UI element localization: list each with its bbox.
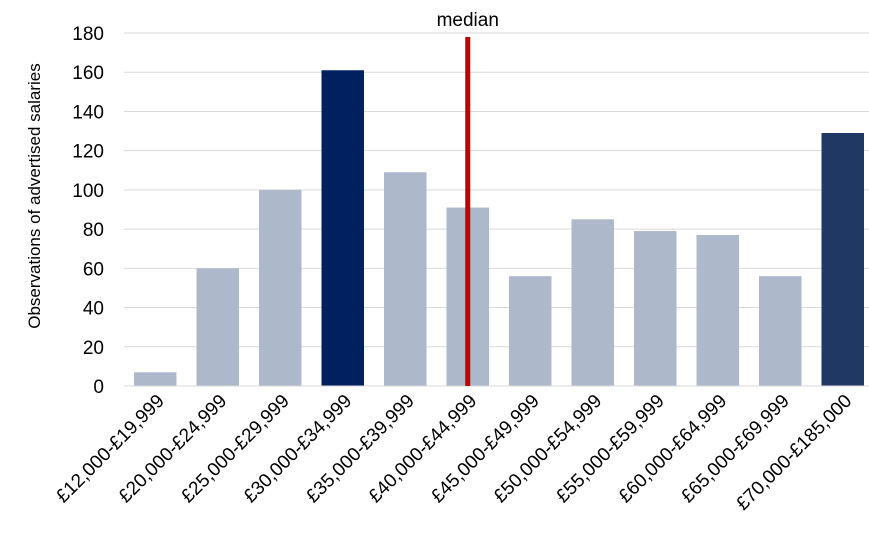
x-tick-label: £20,000-£24,999 [115, 391, 231, 507]
bar [259, 189, 302, 386]
y-tick-label: 60 [83, 259, 104, 280]
x-tick-label: £70,000-£185,000 [732, 391, 856, 515]
y-tick-label: 180 [72, 24, 104, 45]
bars [134, 70, 864, 386]
y-axis-title: Observations of advertised salaries [25, 63, 44, 329]
x-tick-label: £55,000-£59,999 [552, 391, 668, 507]
median-marker: median [437, 10, 499, 386]
y-tick-labels: 0 20 40 60 80 100 120 140 160 180 [72, 24, 104, 398]
x-tick-label: £30,000-£34,999 [240, 391, 356, 507]
y-tick-label: 160 [72, 63, 104, 84]
median-label: median [437, 10, 499, 31]
y-tick-label: 140 [72, 102, 104, 123]
bar [509, 276, 552, 386]
x-tick-label: £40,000-£44,999 [365, 391, 481, 507]
x-tick-label: £45,000-£49,999 [427, 391, 543, 507]
y-tick-label: 0 [93, 377, 104, 398]
bar [196, 268, 239, 386]
x-tick-labels: £12,000-£19,999£20,000-£24,999£25,000-£2… [52, 391, 856, 515]
x-tick-label: £35,000-£39,999 [302, 391, 418, 507]
y-tick-label: 100 [72, 181, 104, 202]
x-tick-label: £25,000-£29,999 [177, 391, 293, 507]
y-tick-label: 80 [83, 220, 104, 241]
bar [321, 70, 364, 386]
y-tick-label: 40 [83, 299, 104, 320]
x-tick-label: £60,000-£64,999 [615, 391, 731, 507]
y-tick-label: 20 [83, 338, 104, 359]
gridlines [124, 32, 869, 348]
bar [571, 219, 614, 386]
bar [696, 234, 739, 386]
x-tick-label: £65,000-£69,999 [677, 391, 793, 507]
bar [384, 172, 427, 386]
bar [821, 133, 864, 386]
bar [759, 276, 802, 386]
bar [134, 372, 177, 386]
x-tick-label: £50,000-£54,999 [490, 391, 606, 507]
bar [634, 231, 677, 386]
x-tick-label: £12,000-£19,999 [52, 391, 168, 507]
y-tick-label: 120 [72, 142, 104, 163]
